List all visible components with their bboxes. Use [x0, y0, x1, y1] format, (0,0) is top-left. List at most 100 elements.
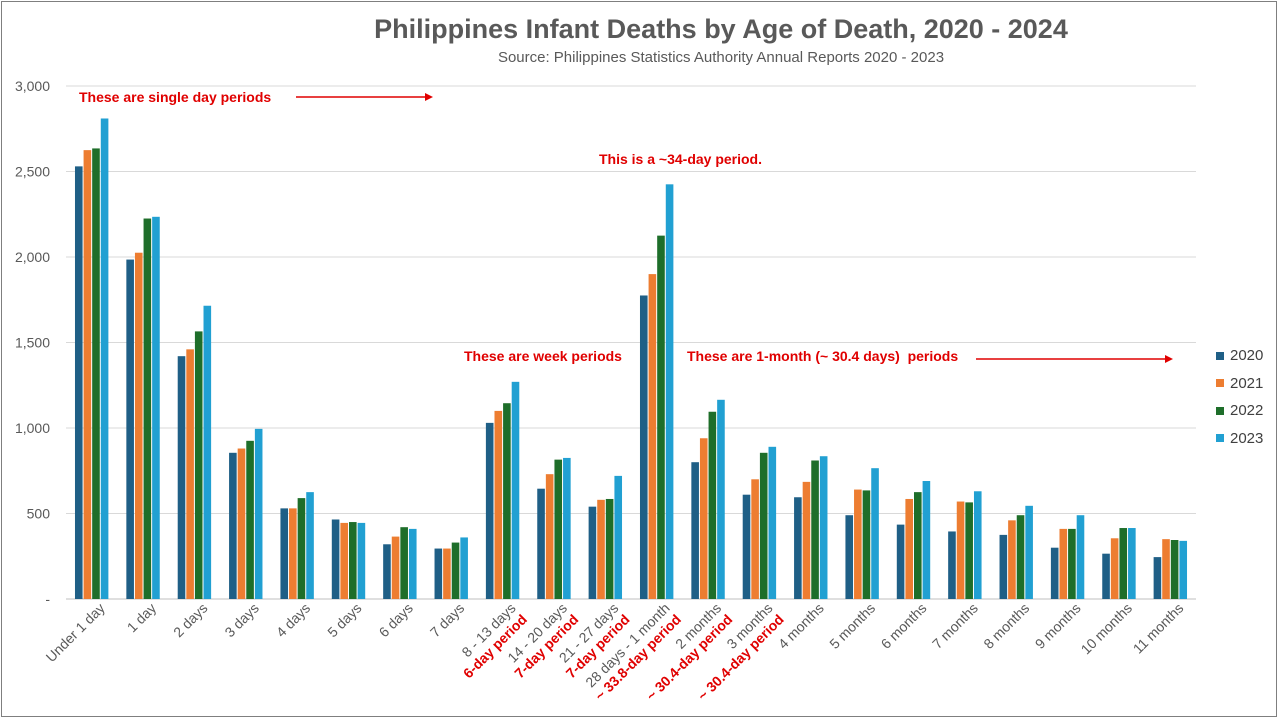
- bar-2021: [1059, 528, 1068, 599]
- bar-2023: [1128, 528, 1136, 599]
- x-tick-label: 3 days: [221, 600, 261, 640]
- bar-2021: [340, 522, 348, 599]
- bar-2020: [229, 452, 237, 599]
- legend-item: 2023: [1216, 425, 1263, 453]
- bar-2022: [246, 440, 254, 599]
- bar-2020: [845, 515, 854, 599]
- bar-2020: [691, 462, 699, 599]
- y-tick-label: 1,000: [15, 420, 50, 436]
- bar-2023: [152, 216, 160, 599]
- bar-2022: [605, 498, 614, 599]
- bar-2021: [83, 150, 92, 600]
- bar-2022: [657, 235, 665, 600]
- bar-2021: [1162, 539, 1170, 599]
- bar-2023: [922, 481, 931, 599]
- x-tick-label: 5 days: [324, 600, 364, 640]
- x-tick-label: 9 months: [1032, 600, 1084, 652]
- chart-title: Philippines Infant Deaths by Age of Deat…: [374, 14, 1068, 44]
- bar-2020: [999, 534, 1008, 600]
- bar-2023: [717, 399, 725, 599]
- bar-2023: [357, 522, 366, 599]
- bar-2022: [143, 218, 152, 599]
- bar-2021: [391, 536, 400, 599]
- bar-2023: [819, 456, 828, 599]
- bar-2023: [973, 491, 982, 599]
- annotation-34-day: This is a ~34-day period.: [599, 151, 762, 167]
- bar-2022: [862, 490, 871, 599]
- bar-2021: [905, 498, 913, 599]
- x-tick-label: 1 day: [124, 600, 160, 636]
- bar-2020: [948, 531, 956, 599]
- annotation-single-day: These are single day periods: [79, 89, 271, 105]
- annotation-month-periods-arrowhead: [1165, 355, 1173, 363]
- bar-2021: [751, 479, 759, 599]
- x-tick-label: 10 months: [1078, 600, 1136, 658]
- legend-swatch: [1216, 379, 1224, 388]
- bar-2022: [1016, 515, 1025, 599]
- bar-2020: [1102, 553, 1110, 599]
- y-tick-label: 1,500: [15, 335, 50, 351]
- legend-label: 2021: [1230, 374, 1264, 392]
- bar-2021: [956, 501, 965, 599]
- bar-2022: [914, 492, 922, 600]
- bar-2020: [588, 506, 597, 599]
- bar-2023: [254, 428, 263, 599]
- bar-2020: [434, 548, 443, 599]
- x-tick-label: 7 months: [929, 600, 981, 652]
- bar-2021: [237, 448, 246, 599]
- legend-label: 2020: [1230, 347, 1264, 365]
- x-tick-label: 11 months: [1130, 600, 1187, 657]
- bar-2020: [1050, 547, 1059, 599]
- bar-2021: [186, 349, 194, 599]
- bar-2020: [331, 519, 340, 599]
- y-tick-label: 2,500: [15, 164, 50, 180]
- bar-2023: [460, 537, 468, 599]
- x-tick-label: 8 months: [980, 600, 1032, 652]
- bar-2023: [100, 118, 109, 600]
- bar-2020: [896, 524, 905, 599]
- bar-2023: [1076, 515, 1085, 599]
- bar-2020: [794, 497, 802, 599]
- y-tick-label: -: [45, 591, 50, 607]
- bar-2022: [194, 331, 203, 599]
- bar-2022: [349, 522, 357, 599]
- x-axis: Under 1 day 1 day 2 days 3 days 4 days 5 days…: [43, 600, 1187, 704]
- bar-2020: [639, 295, 648, 599]
- annotation-single-day-arrowhead: [425, 93, 433, 101]
- legend-item: 2022: [1216, 397, 1263, 425]
- bar-2020: [126, 259, 134, 599]
- bar-2021: [699, 438, 708, 599]
- bar-2023: [1179, 540, 1188, 599]
- legend-swatch: [1216, 434, 1224, 443]
- x-tick-label: 6 months: [878, 600, 930, 652]
- x-tick-label: 2 days: [170, 600, 210, 640]
- legend: 2020 2021 2022 2023: [1216, 342, 1263, 452]
- annotation-month-periods: These are 1-month (~ 30.4 days) periods: [687, 348, 958, 364]
- legend-item: 2021: [1216, 370, 1263, 398]
- legend-label: 2022: [1230, 402, 1264, 420]
- y-tick-label: 500: [27, 506, 51, 522]
- legend-swatch: [1216, 406, 1224, 415]
- bar-2020: [177, 356, 186, 599]
- bar-2020: [1153, 557, 1162, 599]
- y-axis: - 500 1,000 1,500 2,000 2,500 3,000: [15, 78, 50, 607]
- bar-2023: [871, 468, 879, 599]
- y-tick-label: 2,000: [15, 249, 50, 265]
- bar-2022: [503, 403, 511, 599]
- bar-2022: [811, 460, 819, 599]
- bar-2023: [511, 381, 520, 599]
- bar-2020: [485, 422, 494, 599]
- chart-subtitle: Source: Philippines Statistics Authority…: [497, 49, 945, 66]
- bar-2021: [1110, 538, 1119, 599]
- gridlines: [66, 85, 1196, 600]
- bar-2021: [648, 274, 657, 599]
- y-tick-label: 3,000: [15, 78, 50, 94]
- bar-2022: [297, 498, 306, 599]
- bar-2020: [74, 166, 83, 599]
- bar-2022: [400, 527, 408, 599]
- x-tick-label: 6 days: [376, 600, 416, 640]
- bar-2023: [614, 475, 623, 599]
- bar-2022: [965, 502, 973, 599]
- bar-2021: [597, 499, 605, 599]
